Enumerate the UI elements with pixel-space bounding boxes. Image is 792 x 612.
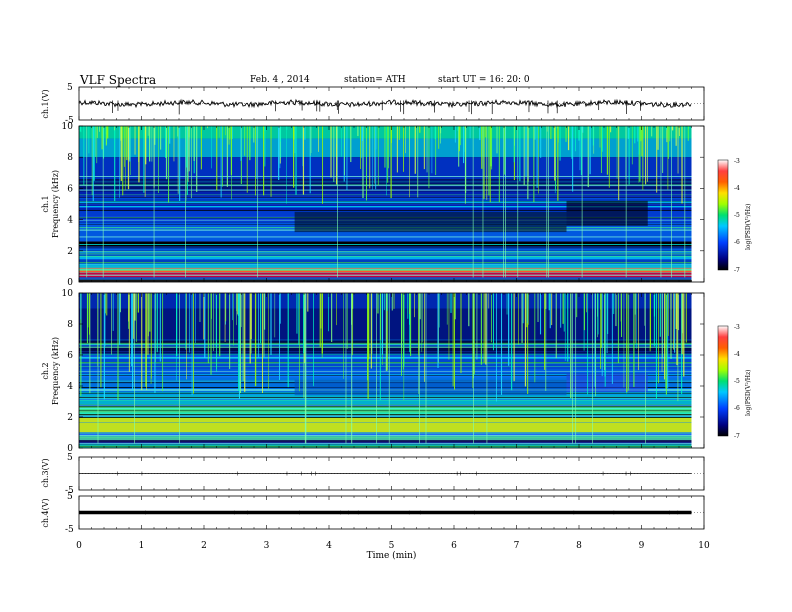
time-axis: 0 1 2 3 4 5 6 7 8 9 10 Time (min) — [76, 541, 710, 561]
ch2-spectrogram-ytick-label: 2 — [67, 413, 73, 423]
time-axis-tick-label: 9 — [639, 541, 645, 551]
time-axis-tick-label: 5 — [389, 541, 395, 551]
colorbar-ch1-tick: -6 — [734, 239, 740, 246]
ch1-spectrogram-band — [79, 263, 692, 268]
ch4-waveform-ytick-label: 5 — [67, 492, 73, 502]
ch3-waveform-ytick-label: 5 — [67, 453, 73, 463]
colorbar-ch2-tick: -3 — [734, 324, 740, 331]
ch2-spectrogram-band — [79, 293, 692, 309]
ch2-spectrogram-ytick-label: 0 — [67, 444, 73, 454]
time-axis-tick-label: 0 — [76, 541, 82, 551]
ch1-spectrogram-ytick-label: 0 — [67, 278, 73, 288]
start-time-label: start UT = 16: 20: 0 — [438, 75, 530, 85]
ch1-spectrogram-ytick-label: 8 — [67, 153, 73, 163]
time-axis-tick-label: 6 — [451, 541, 457, 551]
ch1-spectrogram-panel: 0 2 4 6 8 10 ch.1 Frequency (kHz) — [41, 122, 705, 288]
ch1-spectrogram-ytick-label: 4 — [67, 216, 73, 226]
ch3-waveform-ylabel: ch.3(V) — [41, 458, 50, 487]
ch2-spectrogram-band — [79, 308, 692, 340]
ch3-waveform-panel: 5 -5 ch.3(V) — [41, 453, 705, 496]
colorbar-ch1-tick: -4 — [734, 185, 740, 192]
ch3-waveform-ytick-label: -5 — [65, 486, 74, 496]
figure-title: VLF Spectra — [79, 73, 156, 87]
ch2-spectrogram-no-data — [691, 293, 704, 448]
colorbar-ch2-tick: -7 — [734, 433, 740, 440]
ch2-spectrogram-panel: 0 2 4 6 8 10 ch.2 Frequency (kHz) — [41, 289, 705, 454]
station-label: station= ATH — [344, 75, 406, 85]
time-axis-tick-label: 10 — [698, 541, 710, 551]
colorbar-ch2-tick: -4 — [734, 351, 740, 358]
ch1-spectrogram-band — [79, 277, 692, 282]
colorbar-ch2-tick: -6 — [734, 405, 740, 412]
ch1-waveform-ytick-label: 5 — [67, 83, 73, 93]
colorbar-ch1-tick: -7 — [734, 267, 740, 274]
time-axis-tick-label: 8 — [576, 541, 582, 551]
ch1-spectrogram-ylabel: ch.1 — [41, 195, 50, 212]
colorbar-ch1-tick: -3 — [734, 158, 740, 165]
ch1-spectrogram-segment — [294, 211, 567, 233]
colorbar-ch2-label: log(PSD(V²/Hz) — [745, 369, 752, 416]
ch1-spectrogram-no-data — [691, 126, 704, 282]
ch2-spectrogram-ylabel: ch.2 — [41, 362, 50, 379]
ch4-waveform-ylabel: ch.4(V) — [41, 498, 50, 527]
colorbar-ch1-tick: -5 — [734, 212, 740, 219]
ch1-spectrogram-ytick-label: 6 — [67, 184, 73, 194]
ch1-waveform-ytick-label: -5 — [65, 116, 74, 126]
ch1-waveform-ylabel: ch.1(V) — [41, 89, 50, 118]
time-axis-tick-label: 1 — [139, 541, 145, 551]
date-label: Feb. 4 , 2014 — [250, 75, 310, 85]
ch2-spectrogram-ytick-label: 8 — [67, 320, 73, 330]
time-axis-tick-label: 7 — [514, 541, 520, 551]
time-axis-tick-label: 4 — [326, 541, 332, 551]
ch1-waveform-trace — [78, 98, 692, 109]
colorbar-ch2-scale — [717, 325, 729, 437]
colorbar-ch1: -3 -4 -5 -6 -7 log(PSD(V²/Hz) — [717, 158, 752, 274]
ch1-spectrogram-band — [79, 241, 692, 247]
ch4-waveform-ytick-label: -5 — [65, 525, 74, 535]
ch2-spectrogram-ytick-label: 6 — [67, 351, 73, 361]
colorbar-ch1-scale — [717, 159, 729, 271]
ch2-spectrogram-segment — [294, 379, 567, 396]
ch2-spectrogram-band — [79, 392, 692, 405]
ch2-spectrogram-ytick-label: 10 — [62, 289, 74, 299]
ch2-spectrogram-band — [79, 417, 692, 433]
ch2-spectrogram-ylabel: Frequency (kHz) — [51, 337, 60, 405]
time-axis-tick-label: 3 — [264, 541, 270, 551]
colorbar-ch2: -3 -4 -5 -6 -7 log(PSD(V²/Hz) — [717, 324, 752, 440]
ch2-spectrogram-band — [79, 440, 692, 445]
colorbar-ch1-label: log(PSD(V²/Hz) — [745, 203, 752, 250]
ch1-spectrogram-ytick-label: 10 — [62, 122, 74, 132]
time-axis-tick-label: 2 — [201, 541, 207, 551]
ch1-spectrogram-ytick-label: 2 — [67, 247, 73, 257]
ch1-waveform-panel: 5 -5 ch.1(V) — [41, 83, 705, 126]
ch2-spectrogram-segment — [566, 373, 648, 393]
ch1-spectrogram-ylabel: Frequency (kHz) — [51, 170, 60, 238]
time-axis-label: Time (min) — [367, 550, 417, 561]
ch1-spectrogram-segment — [566, 200, 648, 226]
ch4-waveform-panel: 5 -5 ch.4(V) — [41, 492, 705, 535]
colorbar-ch2-tick: -5 — [734, 378, 740, 385]
ch2-spectrogram-ytick-label: 4 — [67, 382, 73, 392]
ch2-spectrogram-band — [79, 355, 692, 374]
